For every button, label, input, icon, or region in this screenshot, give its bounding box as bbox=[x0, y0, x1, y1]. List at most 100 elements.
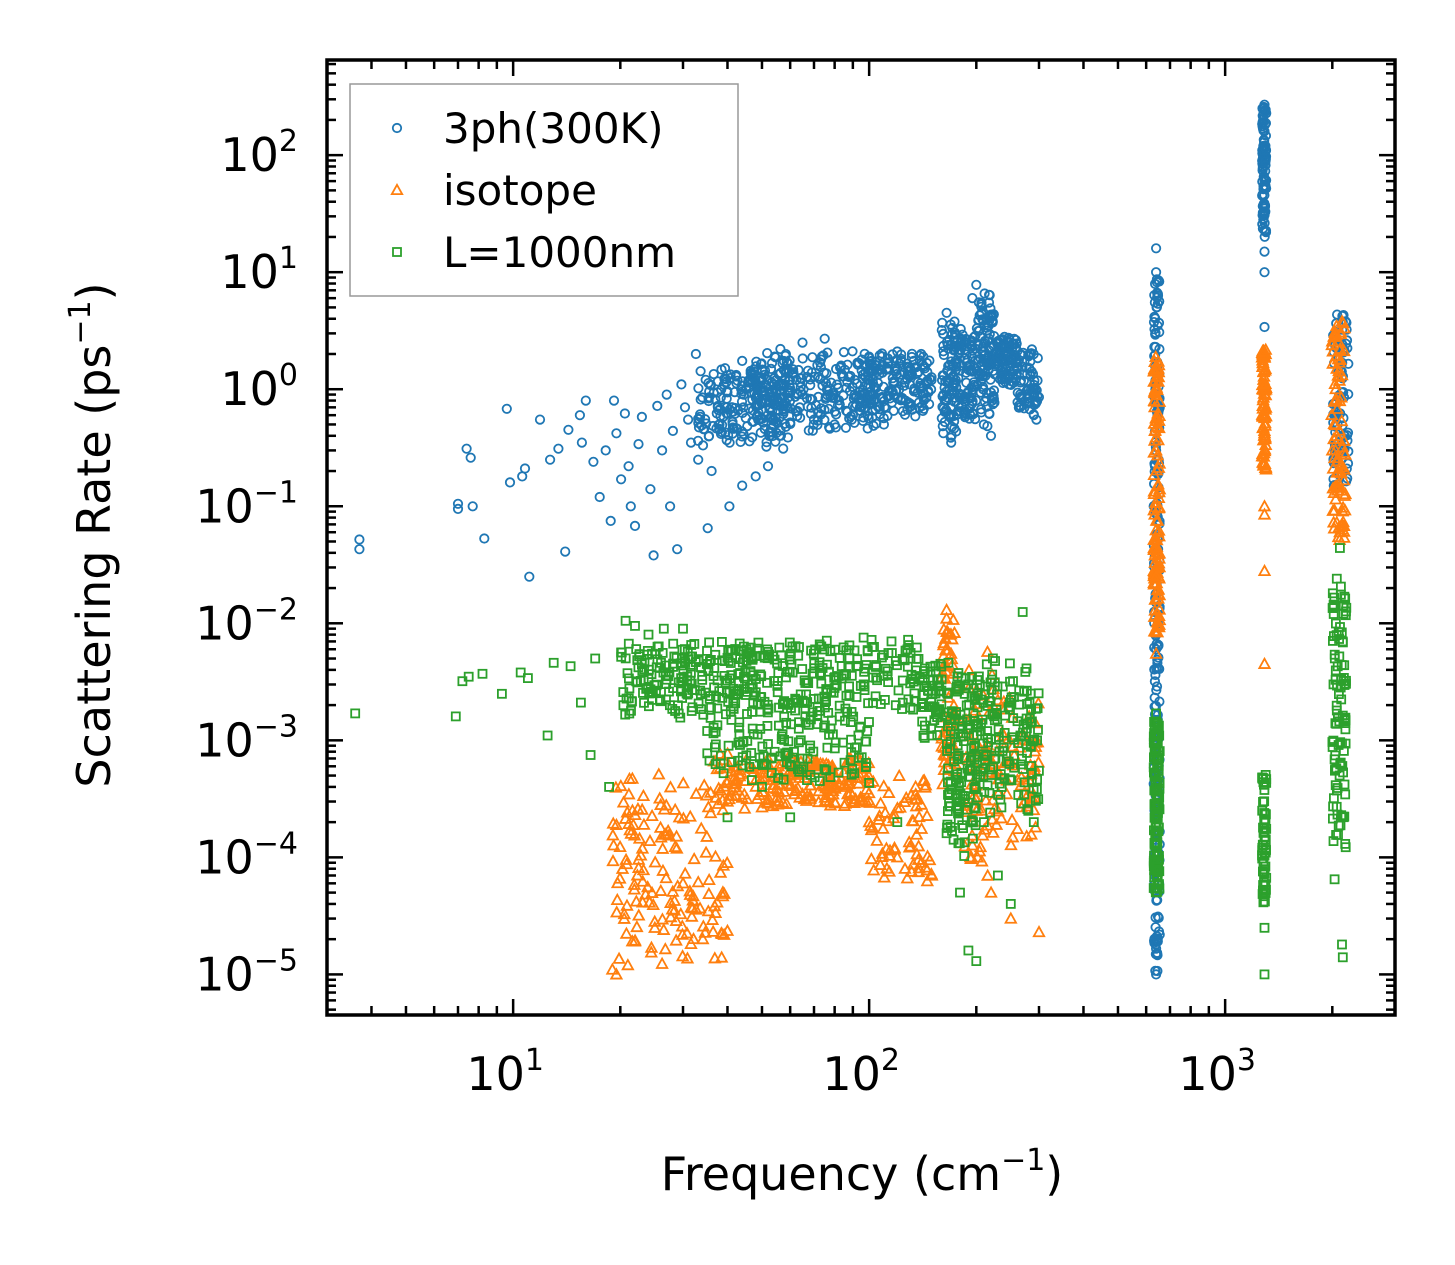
data-point-L=1000nm bbox=[1331, 618, 1341, 629]
data-point-L=1000nm bbox=[846, 769, 857, 780]
data-point-3ph(300K) bbox=[1151, 267, 1162, 278]
data-point-L=1000nm bbox=[819, 764, 830, 774]
data-point-isotope bbox=[657, 827, 672, 840]
data-point-3ph(300K) bbox=[815, 409, 826, 420]
data-point-L=1000nm bbox=[686, 640, 697, 650]
data-point-L=1000nm bbox=[753, 637, 764, 648]
data-point-L=1000nm bbox=[990, 656, 1000, 666]
data-point-3ph(300K) bbox=[805, 374, 816, 385]
data-point-L=1000nm bbox=[679, 656, 690, 666]
data-point-L=1000nm bbox=[766, 768, 777, 778]
data-point-isotope bbox=[627, 877, 642, 890]
data-point-3ph(300K) bbox=[766, 412, 777, 423]
data-point-3ph(300K) bbox=[775, 343, 786, 355]
data-point-L=1000nm bbox=[852, 654, 863, 665]
data-point-isotope bbox=[689, 902, 703, 915]
data-point-3ph(300K) bbox=[580, 395, 591, 406]
data-point-3ph(300K) bbox=[989, 397, 1000, 408]
data-point-L=1000nm bbox=[913, 654, 924, 664]
data-point-L=1000nm bbox=[890, 656, 901, 666]
data-point-L=1000nm bbox=[1018, 719, 1029, 730]
data-point-isotope bbox=[697, 778, 711, 791]
data-point-3ph(300K) bbox=[1015, 389, 1026, 400]
data-point-isotope bbox=[714, 950, 729, 963]
data-point-L=1000nm bbox=[952, 671, 963, 682]
data-point-3ph(300K) bbox=[461, 443, 472, 454]
data-point-isotope bbox=[920, 863, 934, 876]
data-point-L=1000nm bbox=[1259, 969, 1270, 980]
data-point-isotope bbox=[1327, 521, 1341, 534]
data-point-L=1000nm bbox=[942, 746, 952, 756]
data-point-3ph(300K) bbox=[984, 289, 995, 301]
data-point-L=1000nm bbox=[763, 707, 773, 718]
data-point-3ph(300K) bbox=[882, 358, 893, 369]
data-point-L=1000nm bbox=[1261, 778, 1272, 788]
data-point-isotope bbox=[991, 786, 1006, 799]
data-point-L=1000nm bbox=[883, 648, 894, 658]
data-point-isotope bbox=[1032, 925, 1046, 938]
data-point-L=1000nm bbox=[683, 688, 694, 698]
data-point-isotope bbox=[904, 788, 918, 801]
data-point-L=1000nm bbox=[604, 782, 614, 792]
data-point-L=1000nm bbox=[756, 671, 767, 682]
data-point-3ph(300K) bbox=[1000, 343, 1012, 354]
data-point-L=1000nm bbox=[1340, 789, 1351, 800]
data-point-isotope bbox=[659, 871, 673, 884]
data-point-isotope bbox=[606, 828, 620, 841]
data-point-L=1000nm bbox=[1151, 849, 1162, 860]
data-point-isotope bbox=[626, 817, 641, 831]
data-point-3ph(300K) bbox=[959, 410, 970, 421]
data-point-L=1000nm bbox=[1259, 832, 1270, 842]
data-point-3ph(300K) bbox=[1259, 225, 1270, 236]
data-point-3ph(300K) bbox=[534, 414, 546, 425]
data-point-L=1000nm bbox=[726, 757, 737, 767]
data-point-3ph(300K) bbox=[833, 382, 844, 393]
data-point-3ph(300K) bbox=[695, 366, 706, 377]
data-point-isotope bbox=[620, 898, 634, 911]
data-point-3ph(300K) bbox=[922, 375, 933, 386]
data-point-L=1000nm bbox=[1259, 808, 1269, 818]
data-point-isotope bbox=[1335, 504, 1350, 517]
data-point-isotope bbox=[680, 926, 694, 939]
data-point-isotope bbox=[705, 912, 720, 925]
data-point-isotope bbox=[609, 967, 624, 980]
data-point-3ph(300K) bbox=[1024, 397, 1035, 408]
data-point-3ph(300K) bbox=[685, 437, 697, 448]
data-point-isotope bbox=[713, 865, 728, 878]
data-point-isotope bbox=[606, 854, 620, 867]
data-point-L=1000nm bbox=[789, 746, 799, 757]
data-point-L=1000nm bbox=[920, 663, 930, 674]
data-point-L=1000nm bbox=[637, 666, 648, 676]
data-point-L=1000nm bbox=[722, 652, 733, 663]
data-point-isotope bbox=[646, 897, 660, 911]
data-point-3ph(300K) bbox=[1015, 349, 1026, 360]
data-point-3ph(300K) bbox=[907, 404, 918, 415]
data-point-L=1000nm bbox=[794, 737, 804, 748]
data-point-3ph(300K) bbox=[774, 430, 785, 441]
data-point-L=1000nm bbox=[1257, 851, 1268, 861]
data-point-L=1000nm bbox=[972, 752, 983, 762]
data-point-L=1000nm bbox=[972, 702, 983, 713]
data-point-L=1000nm bbox=[1032, 784, 1042, 795]
data-point-3ph(300K) bbox=[793, 364, 804, 376]
data-point-3ph(300K) bbox=[1031, 414, 1042, 425]
y-axis-label: Scattering Rate (ps−1) bbox=[63, 282, 121, 787]
data-point-3ph(300K) bbox=[1151, 933, 1163, 945]
data-point-3ph(300K) bbox=[354, 534, 365, 545]
data-point-L=1000nm bbox=[1337, 939, 1347, 950]
data-point-isotope bbox=[676, 811, 691, 824]
data-point-isotope bbox=[672, 810, 687, 823]
data-point-isotope bbox=[975, 828, 990, 841]
data-point-isotope bbox=[709, 790, 723, 803]
data-point-isotope bbox=[708, 849, 723, 862]
data-point-3ph(300K) bbox=[977, 356, 989, 367]
data-point-isotope bbox=[866, 863, 881, 876]
data-point-isotope bbox=[1148, 381, 1163, 395]
y-tick-label: 100 bbox=[220, 358, 298, 416]
data-point-isotope bbox=[1152, 485, 1166, 498]
data-point-3ph(300K) bbox=[1153, 912, 1164, 924]
data-point-L=1000nm bbox=[1023, 805, 1034, 816]
data-point-L=1000nm bbox=[757, 741, 768, 752]
data-point-L=1000nm bbox=[1330, 665, 1341, 676]
data-point-isotope bbox=[669, 829, 684, 842]
